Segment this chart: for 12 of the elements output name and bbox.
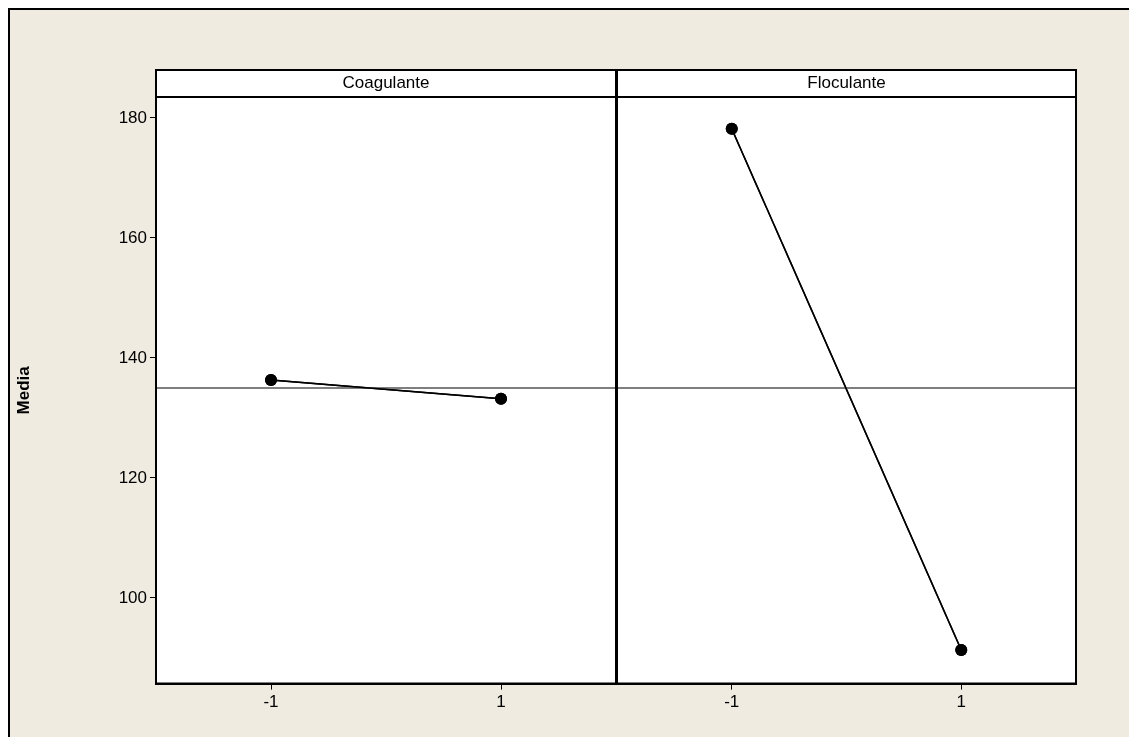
y-tick-label: 160: [118, 227, 147, 247]
chart-title: Coagulante: [342, 73, 430, 93]
y-tick-label: 140: [118, 347, 147, 367]
y-tick-label: 120: [118, 467, 147, 487]
y-tick-label: 180: [118, 107, 147, 127]
x-tick-label: -1: [263, 692, 279, 712]
y-axis-title: Media: [13, 365, 33, 415]
chart-title: Floculante: [807, 73, 886, 93]
x-tick-label: 1: [956, 692, 966, 712]
x-tick-label: 1: [496, 692, 506, 712]
x-tick-label: -1: [724, 692, 740, 712]
y-tick-label: 100: [118, 587, 147, 607]
